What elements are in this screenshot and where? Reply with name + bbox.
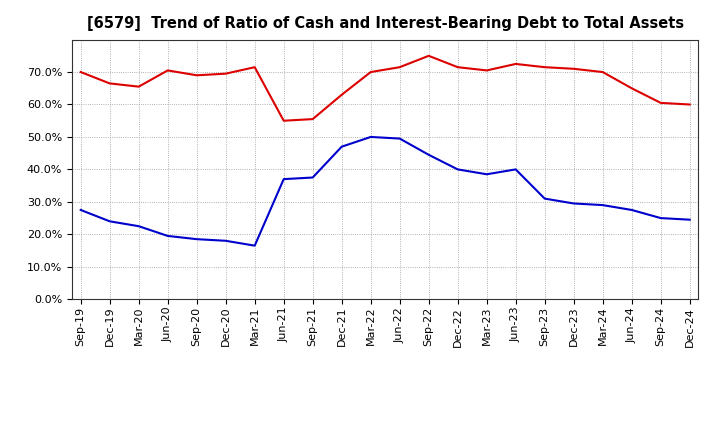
Cash	[685, 102, 694, 107]
Interest-Bearing Debt	[482, 172, 491, 177]
Cash	[279, 118, 288, 123]
Interest-Bearing Debt	[570, 201, 578, 206]
Cash	[424, 53, 433, 59]
Cash	[76, 70, 85, 75]
Cash	[570, 66, 578, 71]
Interest-Bearing Debt	[598, 202, 607, 208]
Interest-Bearing Debt	[135, 224, 143, 229]
Interest-Bearing Debt	[192, 237, 201, 242]
Interest-Bearing Debt	[308, 175, 317, 180]
Interest-Bearing Debt	[105, 219, 114, 224]
Cash	[192, 73, 201, 78]
Title: [6579]  Trend of Ratio of Cash and Interest-Bearing Debt to Total Assets: [6579] Trend of Ratio of Cash and Intere…	[86, 16, 684, 32]
Interest-Bearing Debt	[279, 176, 288, 182]
Interest-Bearing Debt	[424, 152, 433, 158]
Interest-Bearing Debt	[657, 216, 665, 221]
Cash	[251, 65, 259, 70]
Cash	[511, 61, 520, 66]
Cash	[657, 100, 665, 106]
Cash	[366, 70, 375, 75]
Cash	[163, 68, 172, 73]
Interest-Bearing Debt	[541, 196, 549, 201]
Cash	[105, 81, 114, 86]
Interest-Bearing Debt	[366, 134, 375, 139]
Interest-Bearing Debt	[685, 217, 694, 222]
Cash	[541, 65, 549, 70]
Cash	[135, 84, 143, 89]
Interest-Bearing Debt	[338, 144, 346, 149]
Line: Cash: Cash	[81, 56, 690, 121]
Interest-Bearing Debt	[454, 167, 462, 172]
Interest-Bearing Debt	[395, 136, 404, 141]
Interest-Bearing Debt	[76, 207, 85, 213]
Cash	[221, 71, 230, 76]
Interest-Bearing Debt	[221, 238, 230, 243]
Interest-Bearing Debt	[163, 233, 172, 238]
Cash	[308, 117, 317, 122]
Cash	[454, 65, 462, 70]
Cash	[338, 92, 346, 97]
Interest-Bearing Debt	[251, 243, 259, 248]
Line: Interest-Bearing Debt: Interest-Bearing Debt	[81, 137, 690, 246]
Cash	[627, 86, 636, 91]
Interest-Bearing Debt	[511, 167, 520, 172]
Interest-Bearing Debt	[627, 207, 636, 213]
Cash	[482, 68, 491, 73]
Cash	[598, 70, 607, 75]
Cash	[395, 65, 404, 70]
